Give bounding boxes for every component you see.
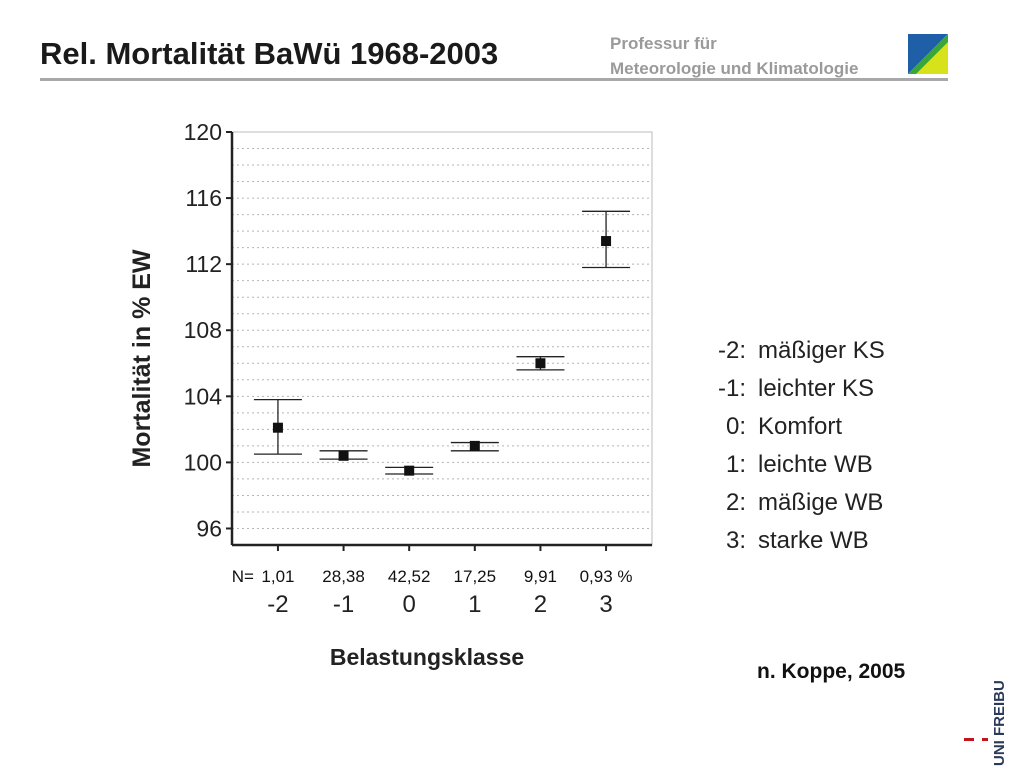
x-tick-label: 2 [534, 591, 547, 618]
legend-item: 3: starke WB [686, 522, 885, 560]
legend-code: 0: [725, 413, 746, 440]
institute-logo-icon [908, 34, 948, 74]
x-tick-label: 1 [468, 591, 481, 618]
n-label: 28,38 [322, 567, 365, 586]
legend-code: 2: [725, 489, 746, 516]
y-tick-label: 120 [184, 119, 222, 145]
legend-label: mäßige WB [758, 489, 884, 516]
n-label: 0,93 % [580, 567, 633, 586]
x-tick-label: 0 [403, 591, 416, 618]
x-axis-label: Belastungsklasse [330, 644, 524, 670]
n-label: 1,01 [261, 567, 294, 586]
legend-label: leichter KS [758, 375, 875, 402]
n-prefix: N= [232, 567, 254, 586]
legend-code: -1: [717, 375, 746, 402]
header-divider [40, 78, 948, 81]
legend-label: Komfort [758, 413, 843, 440]
legend-code: 3: [725, 527, 746, 554]
y-tick-label: 96 [196, 515, 222, 541]
data-point [404, 465, 415, 476]
university-logo-icon: UNI FREIBURG [964, 680, 1008, 766]
y-tick-label: 108 [184, 317, 222, 343]
n-label: 9,91 [524, 567, 557, 586]
legend: -2: mäßiger KS -1: leichter KS 0: Komfort 1: le… [686, 332, 885, 560]
source-citation: n. Koppe, 2005 [757, 660, 906, 683]
y-tick-label: 100 [184, 449, 222, 475]
y-tick-label: 104 [184, 383, 223, 409]
data-point [601, 236, 612, 247]
n-label: 42,52 [388, 567, 431, 586]
data-point [272, 422, 283, 433]
x-tick-label: 3 [599, 591, 612, 618]
slide-title: Rel. Mortalität BaWü 1968-2003 [40, 36, 499, 71]
legend-label: starke WB [758, 527, 869, 554]
legend-label: leichte WB [758, 451, 873, 478]
data-point [338, 450, 349, 461]
legend-item: -1: leichter KS [686, 370, 885, 408]
legend-item: 1: leichte WB [686, 446, 885, 484]
legend-item: -2: mäßiger KS [686, 332, 885, 370]
data-point [469, 440, 480, 451]
legend-label: mäßiger KS [758, 337, 885, 364]
data-point [535, 358, 546, 369]
x-tick-label: -2 [267, 591, 288, 618]
x-tick-label: -1 [333, 591, 354, 618]
y-tick-label: 112 [185, 251, 222, 277]
legend-code: 1: [725, 451, 746, 478]
legend-code: -2: [717, 337, 746, 364]
legend-item: 0: Komfort [686, 408, 885, 446]
y-tick-label: 116 [185, 185, 222, 211]
plot-frame [231, 131, 653, 546]
institution-line1: Professur für [610, 34, 717, 53]
y-axis-label: Mortalität in % EW [128, 249, 156, 467]
institution-line2: Meteorologie und Klimatologie [610, 59, 859, 78]
institution: Professur für Meteorologie und Klimatolo… [610, 31, 858, 81]
university-logo-text: UNI FREIBURG [991, 680, 1008, 766]
n-label: 17,25 [454, 567, 497, 586]
legend-item: 2: mäßige WB [686, 484, 885, 522]
